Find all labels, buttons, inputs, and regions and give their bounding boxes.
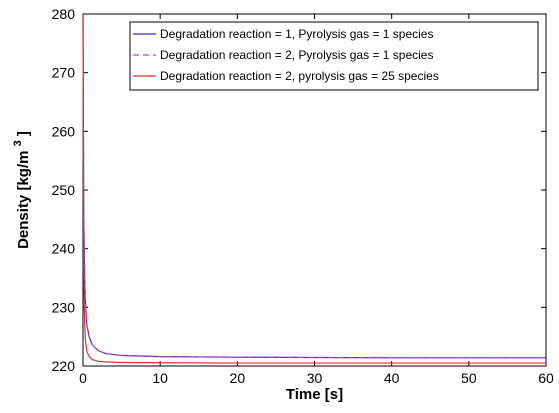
x-tick-label-5: 50: [461, 370, 477, 386]
y-tick-label-1: 230: [52, 299, 76, 315]
tick-labels: 0 10 20 30 40 50 60 220 230 240 250 260 270 280: [52, 6, 554, 386]
y-tick-label-4: 260: [52, 123, 76, 139]
x-tick-label-0: 0: [79, 370, 87, 386]
x-tick-label-6: 60: [538, 370, 554, 386]
y-tick-label-5: 270: [52, 65, 76, 81]
legend-box: [129, 21, 539, 91]
legend-entry-2: Degradation reaction = 2, Pyrolysis gas …: [160, 48, 433, 62]
y-tick-label-3: 250: [52, 182, 76, 198]
x-axis-label: Time [s]: [286, 386, 343, 403]
y-axis-label: Density [kg/m 3 ]: [8, 131, 32, 249]
y-axis-label-suffix: ]: [15, 131, 32, 136]
series-lines: [82, 13, 546, 364]
legend: Degradation reaction = 1, Pyrolysis gas …: [129, 21, 539, 91]
series-line-2: [82, 13, 546, 359]
y-tick-label-0: 220: [52, 358, 76, 374]
y-axis-label-superscript: 3: [12, 140, 24, 146]
legend-entry-3: Degradation reaction = 2, pyrolysis gas …: [160, 69, 439, 83]
legend-entry-1: Degradation reaction = 1, Pyrolysis gas …: [160, 27, 433, 41]
series-line-3: [82, 13, 546, 364]
y-tick-label-2: 240: [52, 241, 76, 257]
y-tick-label-6: 280: [52, 6, 76, 22]
x-tick-label-3: 30: [307, 370, 323, 386]
y-axis-label-group: Density [kg/m 3 ]: [8, 131, 32, 249]
x-tick-label-2: 20: [230, 370, 246, 386]
x-tick-label-1: 10: [152, 370, 168, 386]
y-axis-label-main: Density [kg/m: [15, 151, 32, 249]
x-tick-label-4: 40: [384, 370, 400, 386]
